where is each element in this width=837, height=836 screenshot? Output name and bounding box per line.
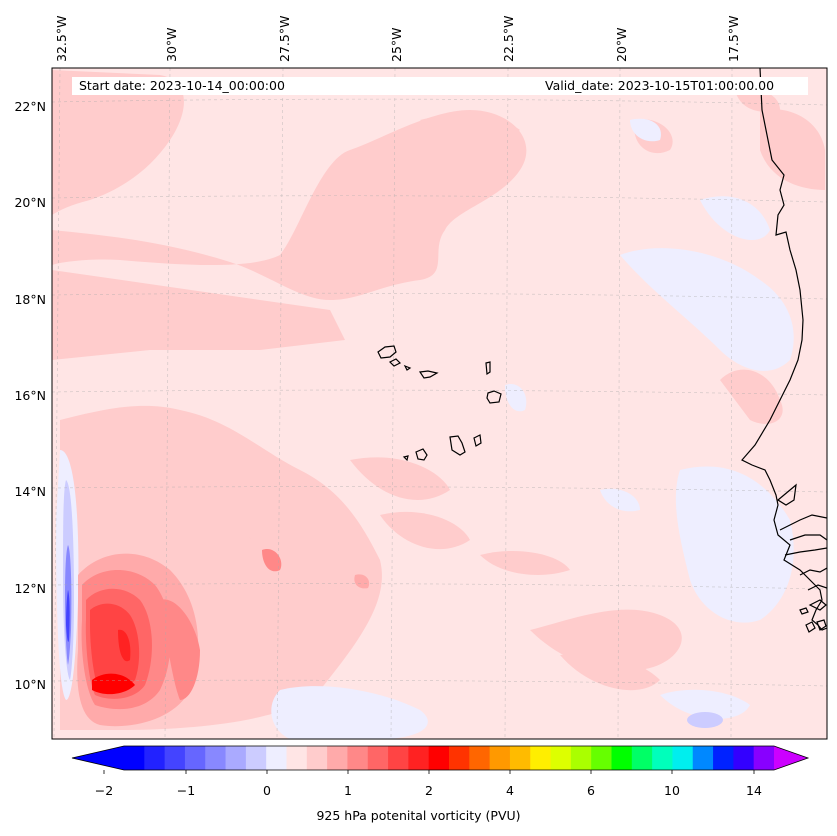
lon-label: 32.5°W (54, 16, 69, 62)
colorbar-tick-labels: −2 −1 0 1 2 4 6 10 14 (95, 783, 762, 798)
colorbar-segment (408, 746, 430, 770)
header-box (72, 77, 808, 95)
colorbar-segment (124, 746, 145, 770)
colorbar-segment (713, 746, 734, 770)
lat-label: 22°N (14, 99, 46, 114)
colorbar-segment (367, 746, 389, 770)
colorbar-tick-label: 14 (746, 783, 762, 798)
colorbar-segment (347, 746, 369, 770)
colorbar-segment (469, 746, 491, 770)
colorbar-segment (530, 746, 552, 770)
lon-label: 22.5°W (501, 16, 516, 62)
colorbar-segment (591, 746, 612, 770)
lat-label: 10°N (14, 677, 46, 692)
colorbar (71, 745, 810, 774)
map-frame (51, 67, 828, 740)
valid-date-label: Valid_date: 2023-10-15T01:00:00.00 (545, 78, 775, 93)
colorbar-segment (753, 746, 775, 770)
lat-label: 18°N (14, 292, 46, 307)
pv-field-red-vortex (77, 549, 370, 727)
colorbar-segment (631, 746, 653, 770)
colorbar-tick-label: 1 (344, 783, 352, 798)
colorbar-outline (71, 745, 810, 771)
colorbar-segment (164, 746, 186, 770)
lon-label: 30°W (164, 27, 179, 62)
colorbar-tick-label: 0 (263, 783, 271, 798)
pv-field-blue-streak (63, 480, 723, 728)
colorbar-segment (144, 746, 166, 770)
colorbar-segment (550, 746, 572, 770)
lat-label: 20°N (14, 195, 46, 210)
colorbar-segment (184, 746, 206, 770)
lon-label: 27.5°W (277, 16, 292, 62)
lat-label: 12°N (14, 581, 46, 596)
colorbar-segment (489, 746, 511, 770)
lon-label: 17.5°W (726, 16, 741, 62)
colorbar-segment (509, 746, 531, 770)
colorbar-segment (327, 746, 348, 770)
lat-label: 16°N (14, 388, 46, 403)
colorbar-title: 925 hPa potenital vorticity (PVU) (316, 808, 521, 823)
colorbar-segment (449, 746, 470, 770)
graticule (52, 68, 827, 739)
colorbar-segment (225, 746, 247, 770)
colorbar-segment (388, 746, 409, 770)
colorbar-segment (733, 746, 755, 770)
colorbar-under-arrow (72, 746, 124, 770)
colorbar-segment (205, 746, 227, 770)
colorbar-segment (692, 746, 714, 770)
lon-label: 20°W (614, 27, 629, 62)
colorbar-tick-label: −2 (95, 783, 113, 798)
lat-label: 14°N (14, 484, 46, 499)
colorbar-segment (611, 746, 633, 770)
colorbar-segment (245, 746, 267, 770)
longitude-labels: 32.5°W 30°W 27.5°W 25°W 22.5°W 20°W 17.5… (54, 16, 741, 62)
colorbar-segment (266, 746, 287, 770)
colorbar-segment (306, 746, 328, 770)
latitude-labels: 22°N 20°N 18°N 16°N 14°N 12°N 10°N (14, 99, 46, 692)
colorbar-tick-label: 4 (506, 783, 514, 798)
colorbar-over-arrow (774, 746, 808, 770)
colorbar-tick-label: −1 (177, 783, 195, 798)
colorbar-segment (672, 746, 694, 770)
lon-label: 25°W (389, 27, 404, 62)
colorbar-tick-label: 2 (425, 783, 433, 798)
start-date-label: Start date: 2023-10-14_00:00:00 (79, 78, 285, 93)
cape-verde-islands (377, 345, 502, 462)
colorbar-tick-label: 10 (664, 783, 680, 798)
colorbar-tick-label: 6 (587, 783, 595, 798)
colorbar-segment (286, 746, 308, 770)
africa-coastline (741, 68, 827, 633)
colorbar-segment (652, 746, 673, 770)
colorbar-segment (570, 746, 592, 770)
colorbar-segment (428, 746, 450, 770)
